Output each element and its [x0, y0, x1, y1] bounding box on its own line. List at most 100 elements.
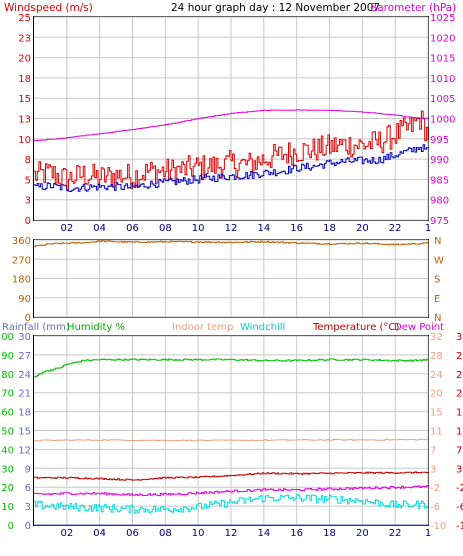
y-tick-label: 60	[1, 408, 14, 419]
y-tick-label: -2	[430, 483, 440, 494]
y-tick-label: 11	[456, 427, 463, 438]
y-tick-label: 1025	[430, 13, 455, 24]
y-tick-label: 180	[12, 275, 31, 286]
y-tick-label: 10	[1, 502, 14, 513]
y-tick-label: -10	[456, 521, 463, 532]
series-barometer	[34, 109, 429, 142]
series-humidity	[34, 358, 428, 378]
x-tick-label: 10	[192, 528, 205, 539]
y-tick-label: 990	[430, 155, 449, 166]
y-tick-label: 21	[18, 389, 31, 400]
y-tick-label: 24	[456, 370, 463, 381]
y-tick-label: 28	[430, 351, 443, 362]
y-tick-label: 6	[25, 483, 31, 494]
y-tick-label: 24	[430, 370, 443, 381]
y-tick-label: 10	[18, 135, 31, 146]
x-tick-label: 06	[126, 528, 139, 539]
y-tick-label: W	[434, 255, 444, 266]
series-windchill	[34, 494, 429, 514]
x-tick-label: 22	[389, 223, 402, 234]
y-tick-label: -10	[430, 521, 446, 532]
series-windspeed-avg	[34, 144, 429, 192]
y-tick-label: N	[434, 313, 441, 324]
x-tick-label: 12	[225, 528, 238, 539]
y-tick-label: N	[434, 236, 441, 247]
dewpoint-axis-title: Dew Point	[394, 322, 444, 333]
windspeed-axis-title: Windspeed (m/s)	[4, 2, 93, 14]
y-tick-label: 3	[25, 502, 31, 513]
x-tick-label: 14	[257, 528, 270, 539]
y-tick-label: 360	[12, 236, 31, 247]
y-tick-label: 80	[1, 370, 14, 381]
series-wind-direction	[34, 240, 429, 248]
y-tick-label: -6	[430, 502, 440, 513]
y-tick-label: 1000	[430, 115, 455, 126]
y-tick-label: 20	[456, 389, 463, 400]
y-tick-label: 20	[1, 483, 14, 494]
y-tick-label: 980	[430, 196, 449, 207]
y-tick-label: 24	[18, 370, 31, 381]
series-windspeed	[34, 110, 429, 190]
y-tick-label: -2	[456, 483, 463, 494]
y-tick-label: 15	[18, 94, 31, 105]
y-tick-label: 27	[18, 351, 31, 362]
y-tick-label: 50	[1, 427, 14, 438]
y-tick-label: 32	[456, 332, 463, 343]
temperature-axis-title: Temperature (°C)	[312, 322, 399, 333]
y-tick-label: 0	[25, 521, 31, 532]
y-tick-label: 7	[430, 445, 436, 456]
y-tick-label: E	[434, 294, 440, 305]
y-tick-label: 15	[456, 408, 463, 419]
x-tick-label: 1	[425, 223, 431, 234]
y-tick-label: 0	[25, 313, 31, 324]
x-tick-label: 1	[425, 528, 431, 539]
x-tick-label: 08	[159, 528, 172, 539]
x-tick-label: 14	[257, 223, 270, 234]
y-tick-label: 8	[25, 155, 31, 166]
y-tick-label: 3	[25, 196, 31, 207]
x-tick-label: 04	[93, 223, 106, 234]
y-tick-label: S	[434, 275, 440, 286]
x-tick-label: 18	[323, 223, 336, 234]
y-tick-label: 5	[25, 175, 31, 186]
x-tick-label: 16	[290, 528, 303, 539]
y-tick-label: 270	[12, 255, 31, 266]
y-tick-label: 13	[18, 115, 31, 126]
series-dewpoint	[34, 485, 429, 497]
indoor-temp-title: Indoor temp	[172, 322, 233, 333]
barometer-axis-title: Barometer (hPa)	[370, 2, 456, 14]
y-tick-label: 11	[430, 427, 443, 438]
x-tick-label: 02	[60, 223, 73, 234]
y-tick-label: 40	[1, 445, 14, 456]
x-tick-label: 04	[93, 528, 106, 539]
y-tick-label: 20	[18, 54, 31, 65]
humidity-axis-title: Humidity %	[67, 322, 125, 333]
y-tick-label: 20	[430, 389, 443, 400]
y-tick-label: 0	[25, 216, 31, 227]
x-tick-label: 20	[356, 528, 369, 539]
y-tick-label: 15	[18, 427, 31, 438]
y-tick-label: 0	[8, 521, 14, 532]
y-tick-label: 90	[18, 294, 31, 305]
y-tick-label: 1015	[430, 54, 455, 65]
y-tick-label: 7	[456, 445, 462, 456]
chart-title: 24 hour graph day : 12 November 2007	[171, 2, 380, 14]
x-tick-label: 06	[126, 223, 139, 234]
y-tick-label: 18	[18, 74, 31, 85]
y-tick-label: 3	[430, 464, 436, 475]
y-tick-label: 1005	[430, 94, 455, 105]
y-tick-label: 985	[430, 175, 449, 186]
x-tick-label: 12	[225, 223, 238, 234]
y-tick-label: 975	[430, 216, 449, 227]
windchill-title: Windchill	[240, 322, 285, 333]
y-tick-label: 32	[430, 332, 443, 343]
x-tick-label: 10	[192, 223, 205, 234]
y-tick-label: 25	[18, 13, 31, 24]
y-tick-label: 1020	[430, 33, 455, 44]
x-tick-label: 20	[356, 223, 369, 234]
y-tick-label: 90	[1, 351, 14, 362]
y-tick-label: 9	[25, 464, 31, 475]
y-tick-label: 30	[1, 464, 14, 475]
y-tick-label: 100	[0, 332, 14, 343]
